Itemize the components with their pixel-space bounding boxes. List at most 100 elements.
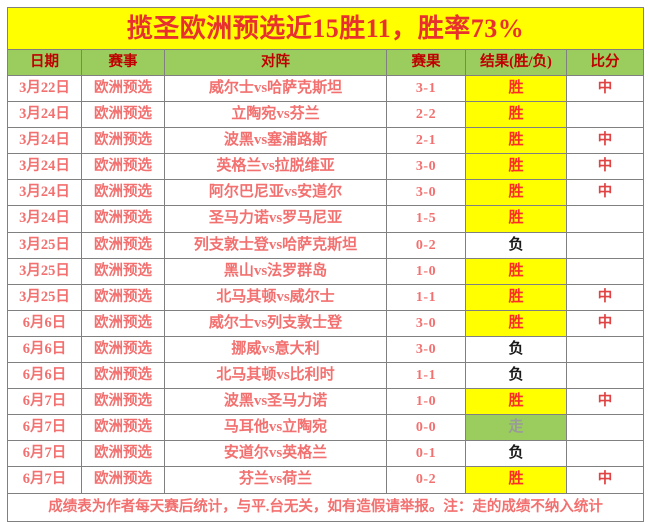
cell-match: 马耳他vs立陶宛	[164, 414, 387, 442]
cell-match: 圣马力诺vs罗马尼亚	[164, 205, 387, 233]
result-badge: 胜	[465, 283, 567, 311]
cell-date: 3月25日	[7, 231, 82, 259]
table-row: 3月25日 欧洲预选 黑山vs法罗群岛 1-0 胜	[7, 257, 645, 285]
stats-sheet-root: 揽圣欧洲预选近15胜11，胜率73% 日期 赛事 对阵 赛果 结果(胜/负) 比…	[6, 7, 645, 522]
cell-fen	[565, 231, 645, 259]
cell-league: 欧洲预选	[81, 231, 165, 259]
cell-league: 欧洲预选	[81, 414, 165, 442]
result-badge: 胜	[465, 179, 567, 207]
cell-fen: 中	[565, 309, 645, 337]
table-row: 6月6日 欧洲预选 威尔士vs列支敦士登 3-0 胜中	[7, 309, 645, 337]
table-body: 3月22日 欧洲预选 威尔士vs哈萨克斯坦 3-1 胜中 3月24日 欧洲预选 立陶宛vs芬兰…	[7, 74, 645, 494]
cell-score: 2-2	[386, 101, 466, 129]
column-header-fen: 比分	[565, 49, 645, 76]
cell-fen: 中	[565, 127, 645, 155]
column-header-date: 日期	[7, 49, 82, 76]
cell-date: 6月6日	[7, 309, 82, 337]
cell-date: 6月6日	[7, 362, 82, 390]
cell-date: 3月24日	[7, 153, 82, 181]
cell-score: 2-1	[386, 127, 466, 155]
cell-fen	[565, 205, 645, 233]
column-header-league: 赛事	[81, 49, 165, 76]
cell-fen: 中	[565, 388, 645, 416]
cell-league: 欧洲预选	[81, 179, 165, 207]
cell-match: 北马其顿vs比利时	[164, 362, 387, 390]
cell-league: 欧洲预选	[81, 309, 165, 337]
cell-match: 安道尔vs英格兰	[164, 440, 387, 468]
cell-match: 芬兰vs荷兰	[164, 466, 387, 494]
cell-match: 挪威vs意大利	[164, 335, 387, 364]
cell-league: 欧洲预选	[81, 153, 165, 181]
table-header-row: 日期 赛事 对阵 赛果 结果(胜/负) 比分	[7, 49, 645, 76]
table-row: 3月25日 欧洲预选 北马其顿vs威尔士 1-1 胜中	[7, 283, 645, 311]
result-badge: 负	[465, 440, 567, 468]
cell-fen	[565, 362, 645, 390]
cell-match: 威尔士vs列支敦士登	[164, 309, 387, 337]
cell-date: 6月7日	[7, 440, 82, 468]
result-badge: 胜	[465, 257, 567, 285]
cell-date: 3月25日	[7, 283, 82, 311]
column-header-result: 结果(胜/负)	[465, 49, 567, 76]
cell-date: 3月25日	[7, 257, 82, 285]
table-row: 3月24日 欧洲预选 英格兰vs拉脱维亚 3-0 胜中	[7, 153, 645, 181]
cell-league: 欧洲预选	[81, 257, 165, 285]
cell-match: 北马其顿vs威尔士	[164, 283, 387, 311]
cell-date: 6月7日	[7, 388, 82, 416]
cell-score: 1-1	[386, 283, 466, 311]
cell-match: 波黑vs塞浦路斯	[164, 127, 387, 155]
cell-date: 3月22日	[7, 74, 82, 103]
cell-league: 欧洲预选	[81, 101, 165, 129]
cell-match: 威尔士vs哈萨克斯坦	[164, 74, 387, 103]
cell-score: 3-0	[386, 153, 466, 181]
cell-fen: 中	[565, 179, 645, 207]
cell-fen	[565, 440, 645, 468]
cell-league: 欧洲预选	[81, 127, 165, 155]
cell-date: 6月6日	[7, 335, 82, 364]
result-badge: 胜	[465, 309, 567, 337]
cell-score: 3-0	[386, 309, 466, 337]
cell-fen: 中	[565, 153, 645, 181]
cell-match: 波黑vs圣马力诺	[164, 388, 387, 416]
result-badge: 负	[465, 362, 567, 390]
match-results-table: 揽圣欧洲预选近15胜11，胜率73% 日期 赛事 对阵 赛果 结果(胜/负) 比…	[6, 7, 645, 522]
table-row: 6月7日 欧洲预选 安道尔vs英格兰 0-1 负	[7, 440, 645, 468]
page-title: 揽圣欧洲预选近15胜11，胜率73%	[6, 7, 645, 50]
cell-score: 3-0	[386, 335, 466, 364]
result-badge: 胜	[465, 205, 567, 233]
table-row: 6月6日 欧洲预选 挪威vs意大利 3-0 负	[7, 335, 645, 364]
table-row: 3月24日 欧洲预选 阿尔巴尼亚vs安道尔 3-0 胜中	[7, 179, 645, 207]
cell-league: 欧洲预选	[81, 205, 165, 233]
table-row: 3月24日 欧洲预选 立陶宛vs芬兰 2-2 胜	[7, 101, 645, 129]
result-badge: 胜	[465, 74, 567, 103]
result-badge: 胜	[465, 101, 567, 129]
cell-league: 欧洲预选	[81, 388, 165, 416]
result-badge: 胜	[465, 153, 567, 181]
result-badge: 胜	[465, 127, 567, 155]
result-badge: 胜	[465, 466, 567, 494]
cell-date: 3月24日	[7, 205, 82, 233]
cell-fen	[565, 257, 645, 285]
cell-score: 0-0	[386, 414, 466, 442]
table-row: 6月7日 欧洲预选 马耳他vs立陶宛 0-0 走	[7, 414, 645, 442]
cell-score: 3-1	[386, 74, 466, 103]
column-header-match: 对阵	[164, 49, 387, 76]
cell-fen: 中	[565, 74, 645, 103]
column-header-score: 赛果	[386, 49, 466, 76]
cell-date: 3月24日	[7, 127, 82, 155]
cell-league: 欧洲预选	[81, 362, 165, 390]
footer-note: 成绩表为作者每天赛后统计，与平.台无关，如有造假请举报。注：走的成绩不纳入统计	[6, 492, 645, 522]
cell-league: 欧洲预选	[81, 74, 165, 103]
table-row: 3月25日 欧洲预选 列支敦士登vs哈萨克斯坦 0-2 负	[7, 231, 645, 259]
cell-league: 欧洲预选	[81, 335, 165, 364]
result-badge: 胜	[465, 388, 567, 416]
cell-score: 1-1	[386, 362, 466, 390]
cell-league: 欧洲预选	[81, 466, 165, 494]
cell-score: 0-2	[386, 466, 466, 494]
cell-score: 3-0	[386, 179, 466, 207]
footer-row: 成绩表为作者每天赛后统计，与平.台无关，如有造假请举报。注：走的成绩不纳入统计	[6, 492, 645, 522]
cell-score: 0-1	[386, 440, 466, 468]
result-badge: 走	[465, 414, 567, 442]
table-row: 6月6日 欧洲预选 北马其顿vs比利时 1-1 负	[7, 362, 645, 390]
cell-fen	[565, 101, 645, 129]
cell-score: 0-2	[386, 231, 466, 259]
